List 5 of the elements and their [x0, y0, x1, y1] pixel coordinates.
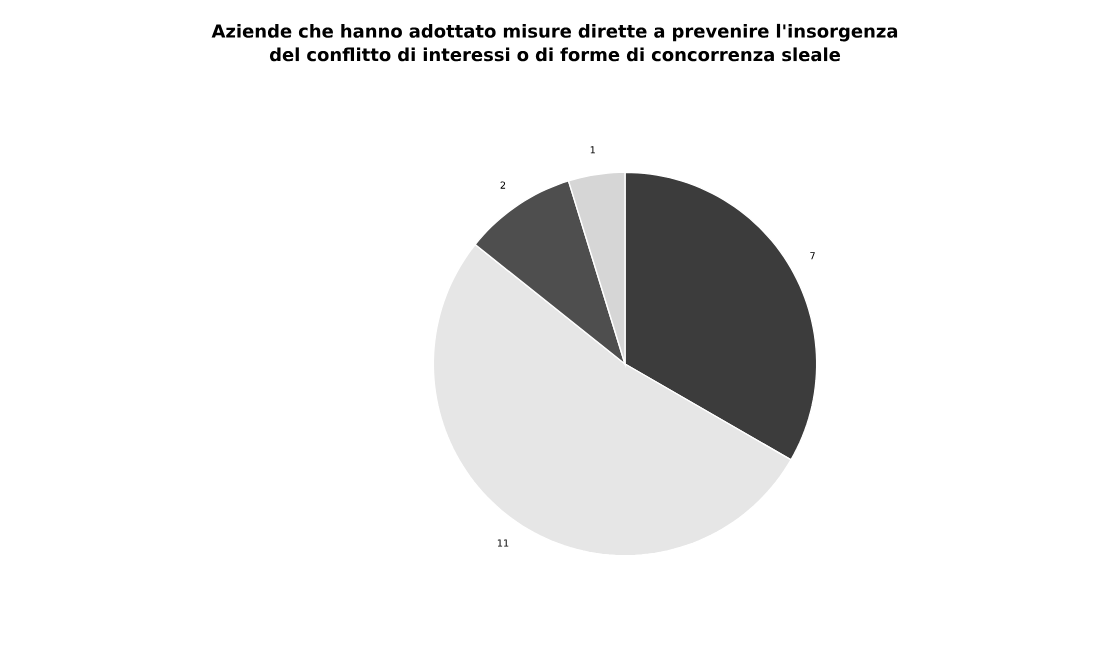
data-label: 11 [497, 539, 509, 547]
data-label: 7 [810, 252, 815, 260]
chart-title: Aziende che hanno adottato misure dirette a prevenire l'insorgenza del conflitto di interessi o di forme di concorrenza sleale [211, 23, 898, 62]
data-label: 2 [500, 181, 506, 189]
data-label: 1 [590, 146, 595, 154]
